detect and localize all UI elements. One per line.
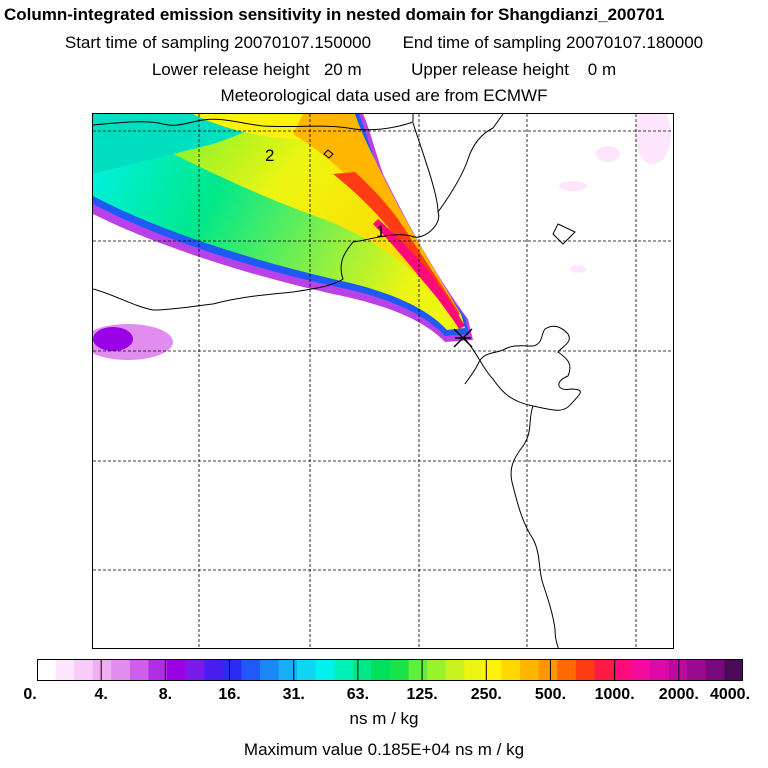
colorbar-swatch	[538, 659, 558, 681]
colorbar-tick-label: 0.	[23, 686, 37, 703]
colorbar-border	[37, 659, 743, 681]
colorbar-tick-label: 31.	[282, 686, 305, 703]
map-panel: 1 2	[92, 113, 674, 649]
location-label-1: 1	[376, 222, 385, 241]
colorbar-swatch	[315, 659, 335, 681]
colorbar-tick-label: 500.	[534, 686, 567, 703]
colorbar-tick-label: 250.	[470, 686, 502, 703]
colorbar-swatch	[111, 659, 131, 681]
graticule	[93, 114, 673, 648]
colorbar-swatch	[705, 659, 725, 681]
colorbar-units: ns m / kg	[349, 709, 419, 728]
colorbar-tick-label: 4.	[94, 686, 108, 703]
figure-title: Column-integrated emission sensitivity i…	[4, 5, 665, 24]
colorbar-swatch	[594, 659, 614, 681]
colorbar-swatch	[427, 659, 447, 681]
colorbar-swatch	[668, 659, 688, 681]
colorbar-tick-label: 125.	[406, 686, 438, 703]
colorbar-swatch	[464, 659, 484, 681]
colorbar-tick-label: 63.	[346, 686, 370, 703]
colorbar-swatch	[557, 659, 577, 681]
colorbar-tick-label: 2000.	[658, 686, 699, 703]
receptor-site-marker	[453, 328, 473, 348]
colorbar-swatch	[129, 659, 149, 681]
colorbar-swatch	[501, 659, 521, 681]
lower-release-label: Lower release height 20 m	[151, 60, 362, 79]
colorbar-swatch	[92, 659, 112, 681]
colorbar-swatch	[520, 659, 540, 681]
colorbar-swatch	[334, 659, 354, 681]
colorbar-swatch	[371, 659, 391, 681]
colorbar-swatch	[74, 659, 94, 681]
colorbar-swatch	[222, 659, 242, 681]
colorbar-swatch	[55, 659, 75, 681]
colorbar-tick-label: 4000.	[709, 686, 751, 703]
colorbar-swatch	[259, 659, 280, 681]
colorbar-tick-label: 8.	[158, 686, 173, 703]
colorbar-swatch	[37, 659, 57, 681]
upper-release-label: Upper release height 0 m	[411, 60, 617, 79]
colorbar-tick-label: 16.	[218, 686, 241, 703]
emission-plume	[93, 114, 671, 360]
colorbar-swatch	[687, 659, 707, 681]
map-svg: 1 2	[93, 114, 673, 648]
sampling-time-line: Start time of sampling 20070107.150000 E…	[0, 33, 768, 53]
colorbar-swatch	[241, 659, 261, 681]
colorbar-swatch	[278, 659, 298, 681]
colorbar-swatch	[148, 659, 168, 681]
colorbar-swatch	[482, 659, 502, 681]
colorbar-tick-labels: 0. 4. 8. 16. 31. 63. 125. 250. 500. 1000. 2000. 400…	[0, 686, 768, 706]
coastlines	[93, 114, 581, 648]
met-data-label: Meteorological data used are from ECMWF	[220, 86, 548, 105]
location-label-2: 2	[265, 146, 274, 165]
colorbar-swatch	[575, 659, 595, 681]
colorbar-swatch	[612, 659, 633, 681]
colorbar-swatch	[408, 659, 428, 681]
colorbar-swatch	[204, 659, 224, 681]
colorbar-swatch	[390, 659, 410, 681]
colorbar-swatch	[724, 659, 743, 681]
colorbar-swatch	[167, 659, 187, 681]
end-time-label: End time of sampling 20070107.180000	[402, 33, 704, 52]
colorbar-swatch	[297, 659, 317, 681]
colorbar	[37, 659, 743, 681]
colorbar-swatch	[445, 659, 465, 681]
colorbar-tick-label: 1000.	[594, 686, 635, 703]
maximum-value-label: Maximum value 0.185E+04 ns m / kg	[243, 740, 525, 759]
start-time-label: Start time of sampling 20070107.150000	[64, 33, 372, 52]
release-height-line: Lower release height 20 m Upper release …	[0, 60, 768, 80]
colorbar-swatch	[352, 659, 372, 681]
colorbar-swatch	[650, 659, 670, 681]
colorbar-swatch	[185, 659, 205, 681]
colorbar-swatch	[631, 659, 651, 681]
